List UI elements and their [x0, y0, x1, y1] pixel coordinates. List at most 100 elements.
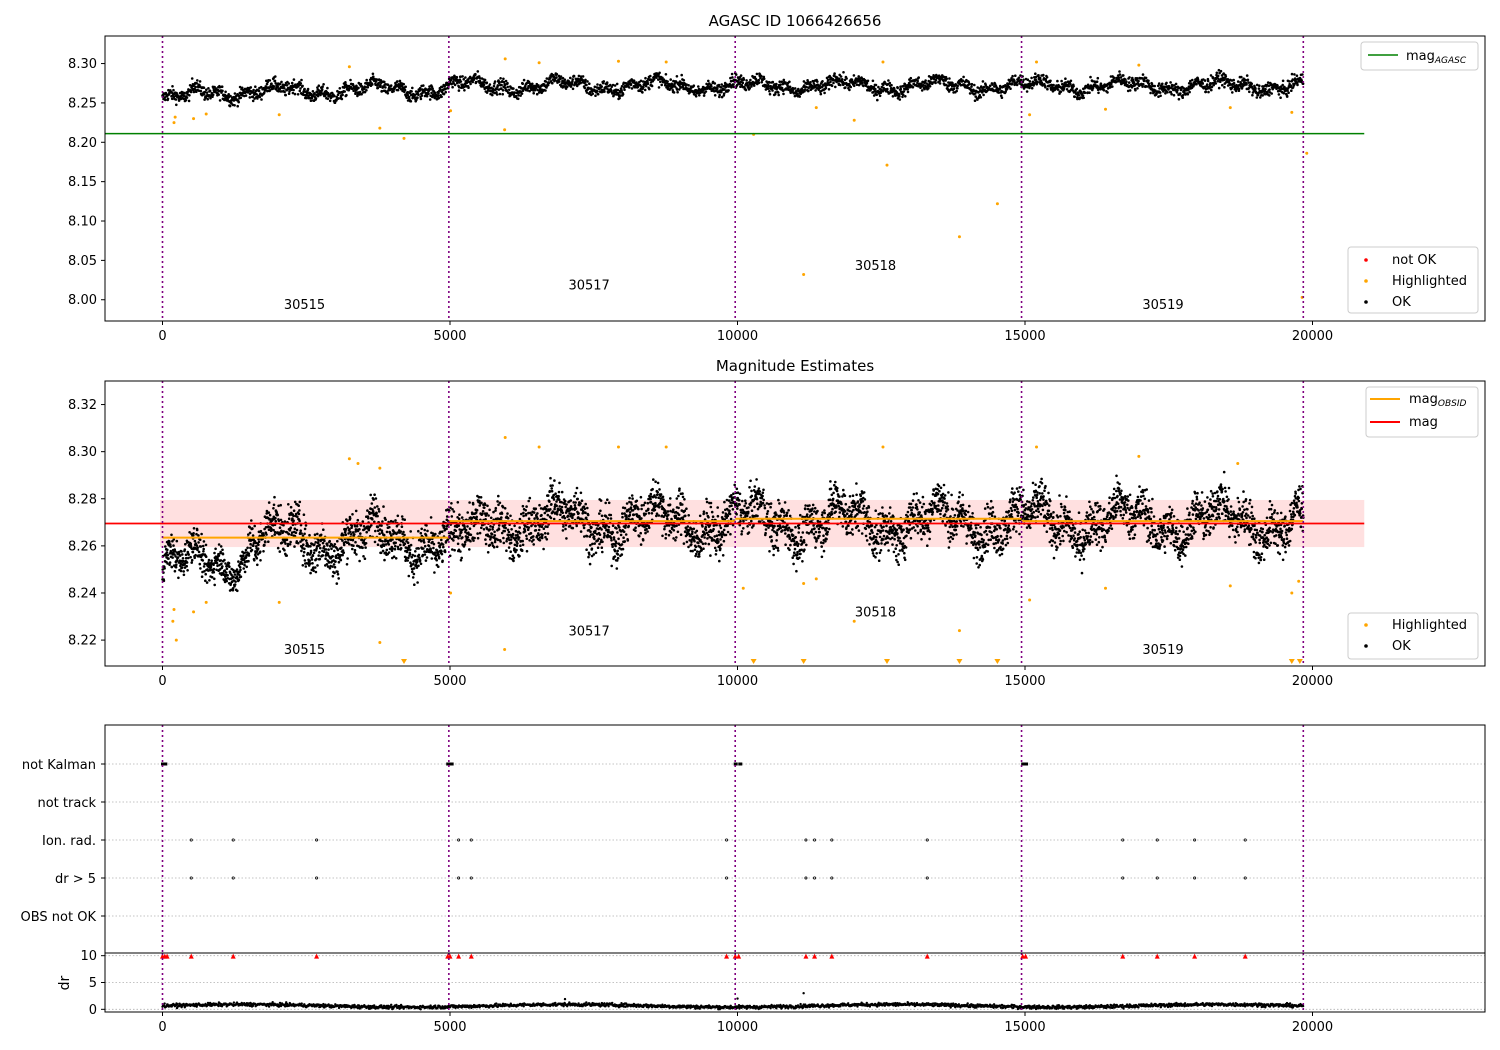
ok-point [467, 86, 470, 89]
ok-point [335, 582, 339, 585]
ok-point [524, 85, 527, 89]
ok-point [459, 75, 462, 78]
ok-point [866, 79, 870, 83]
ok-point [376, 525, 380, 529]
ok-point [164, 98, 167, 102]
ok-point [707, 79, 710, 83]
ok-point [1111, 85, 1114, 88]
ok-point [530, 88, 533, 92]
ok-point [221, 565, 224, 568]
ok-point [336, 572, 340, 576]
ok-point [1234, 89, 1238, 93]
ok-point [412, 562, 415, 566]
ok-point [417, 529, 420, 533]
ok-point [1232, 81, 1236, 85]
ok-point [283, 87, 286, 90]
ok-point [669, 78, 672, 81]
ok-point [326, 97, 330, 101]
ok-point [1268, 88, 1271, 91]
ok-point [331, 574, 335, 578]
ok-point [292, 78, 296, 81]
obsid-label: 30517 [568, 279, 609, 294]
ok-point [780, 80, 784, 84]
ok-point [898, 95, 901, 98]
ok-point [299, 529, 303, 532]
ok-point [418, 86, 422, 90]
ok-point [415, 98, 418, 102]
highlighted-point [802, 273, 806, 277]
ok-point [1186, 92, 1190, 96]
ok-point [473, 536, 476, 540]
ok-point [257, 540, 261, 544]
ok-point [526, 89, 529, 92]
ok-point [909, 76, 913, 80]
ok-point [342, 551, 346, 554]
ok-point [1037, 74, 1040, 77]
ok-point [424, 559, 428, 562]
ok-point [499, 77, 502, 80]
ok-point [406, 93, 410, 97]
ok-point [323, 539, 326, 543]
ok-point [205, 581, 209, 584]
ok-point [525, 537, 529, 540]
ok-point [358, 528, 361, 531]
ok-point [175, 559, 179, 562]
ok-point [906, 90, 910, 94]
ok-point [481, 512, 484, 516]
ok-point [217, 554, 221, 557]
ok-point [369, 493, 373, 497]
ok-point [650, 84, 654, 88]
ok-point [793, 87, 797, 90]
ok-point [310, 558, 314, 561]
ok-point [287, 92, 291, 95]
ok-point [526, 528, 530, 531]
ok-point [713, 82, 717, 85]
ok-point [183, 548, 187, 551]
ok-point [284, 542, 287, 545]
ok-point [361, 546, 364, 550]
ok-point [402, 530, 405, 534]
ok-point [268, 89, 272, 92]
ok-point [391, 547, 395, 550]
ok-point [322, 550, 326, 553]
ok-point [411, 576, 415, 579]
ok-point [413, 554, 417, 558]
ok-point [262, 533, 266, 537]
ok-point [798, 95, 801, 98]
ok-point [1025, 90, 1029, 93]
ok-point [313, 543, 316, 546]
ok-point [1022, 78, 1025, 82]
ok-point [457, 524, 461, 527]
ok-point [970, 85, 973, 88]
ok-point [605, 85, 608, 88]
ok-point [170, 565, 174, 569]
ok-point [1221, 83, 1224, 87]
x-tick-label: 10000 [717, 329, 758, 344]
ok-point [760, 80, 764, 84]
ok-point [596, 92, 600, 96]
ok-point [852, 74, 856, 77]
ok-point [1211, 76, 1215, 80]
ok-point [407, 556, 410, 560]
ok-point [256, 547, 260, 550]
ok-point [300, 549, 303, 553]
ok-point [412, 567, 416, 570]
ok-point [613, 84, 617, 87]
ok-point [202, 86, 206, 89]
ok-point [373, 540, 377, 544]
ok-point [410, 90, 413, 93]
ok-point [491, 528, 494, 531]
ok-point [1142, 83, 1145, 86]
ok-point [1261, 94, 1264, 97]
ok-point [734, 73, 738, 76]
ok-point [418, 88, 422, 92]
legend-marker [1364, 258, 1368, 262]
ok-point [380, 524, 383, 527]
ok-point [175, 103, 178, 107]
ok-point [293, 527, 297, 530]
ok-point [197, 534, 200, 537]
ok-point [495, 93, 499, 96]
ok-point [315, 557, 318, 561]
highlighted-point [1035, 60, 1038, 64]
ok-point [716, 87, 719, 91]
